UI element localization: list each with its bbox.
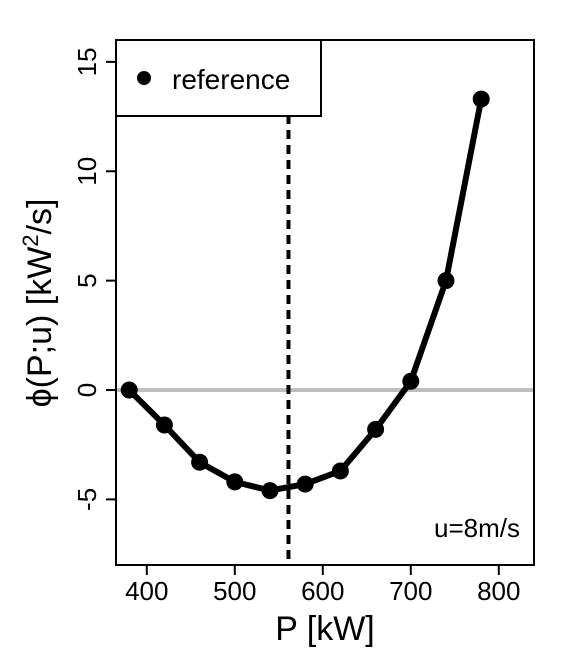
x-tick-label: 500 — [213, 576, 256, 606]
x-tick-label: 800 — [477, 576, 520, 606]
x-tick-label: 400 — [125, 576, 168, 606]
data-point — [402, 372, 420, 390]
legend-label-reference: reference — [172, 64, 290, 95]
data-point — [331, 462, 349, 480]
y-tick-label: 0 — [72, 383, 102, 397]
data-point — [367, 420, 385, 438]
y-axis-title: ϕ(P;u) [kW2/s] — [18, 199, 59, 408]
legend: reference — [115, 39, 322, 117]
data-point — [191, 453, 209, 471]
legend-marker — [137, 71, 151, 85]
data-point — [296, 475, 314, 493]
x-axis-title: P [kW] — [275, 610, 375, 648]
data-point — [226, 473, 244, 491]
data-point — [120, 381, 138, 399]
plot-area — [116, 40, 534, 565]
data-point — [472, 90, 490, 108]
y-axis-title-superscript: 2 — [18, 234, 43, 246]
y-tick-label: 5 — [72, 273, 102, 287]
axes: 400 500 600 700 800 -5 0 5 10 15 — [72, 39, 535, 606]
x-tick-label: 700 — [389, 576, 432, 606]
y-tick-label: -5 — [72, 488, 102, 511]
y-tick-label: 10 — [72, 157, 102, 186]
data-point — [437, 272, 455, 290]
y-axis-title-main: ϕ(P;u) [kW — [21, 247, 59, 408]
data-point — [261, 482, 279, 500]
plot-frame — [115, 39, 535, 566]
data-point — [155, 416, 173, 434]
y-tick-label: 15 — [72, 47, 102, 76]
series-line-reference — [127, 98, 485, 494]
x-tick-label: 600 — [301, 576, 344, 606]
annotation-wind-speed: u=8m/s — [434, 513, 520, 543]
y-axis-title-suffix: /s] — [21, 199, 59, 235]
